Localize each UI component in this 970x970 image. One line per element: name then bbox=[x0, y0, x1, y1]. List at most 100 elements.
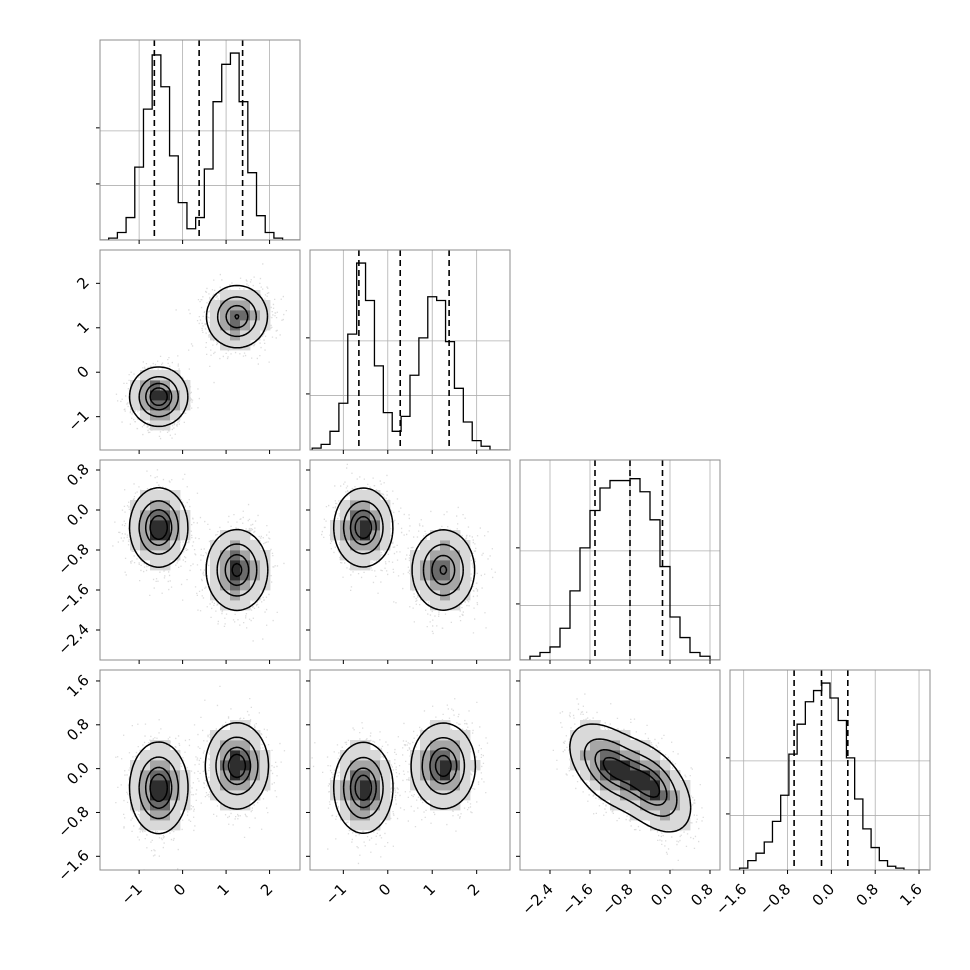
scatter-panel-3-1: −1 0 1 2 bbox=[306, 669, 511, 908]
contour-level-4 bbox=[149, 515, 243, 578]
density-cell bbox=[650, 790, 661, 801]
density-cell bbox=[140, 380, 151, 391]
x-tick-label: −1 bbox=[322, 880, 350, 908]
density-cell bbox=[620, 770, 631, 781]
contour-level-3 bbox=[594, 748, 668, 806]
contour-level-2 bbox=[342, 500, 464, 597]
density-cell bbox=[350, 490, 361, 501]
density-cell bbox=[630, 780, 641, 791]
density-cell bbox=[410, 760, 421, 771]
density-cell bbox=[240, 530, 251, 541]
density-cell bbox=[220, 580, 231, 591]
density-cell bbox=[440, 570, 451, 581]
density-cell bbox=[240, 800, 251, 811]
density-cell bbox=[460, 780, 471, 791]
density-cell bbox=[250, 320, 261, 331]
density-cell bbox=[160, 780, 171, 791]
y-tick-label: −1.6 bbox=[54, 580, 92, 618]
density-cell bbox=[660, 820, 671, 831]
density-cell bbox=[220, 740, 231, 751]
panel-frame bbox=[729, 669, 931, 871]
density-cell bbox=[360, 810, 371, 821]
x-tick-label: 1.6 bbox=[896, 880, 926, 910]
density-cell bbox=[600, 750, 611, 761]
density-cell bbox=[440, 780, 451, 791]
density-cell bbox=[220, 600, 231, 611]
density-cell bbox=[230, 540, 241, 551]
panel-frame bbox=[519, 459, 721, 661]
density-cell bbox=[360, 540, 371, 551]
density-cell bbox=[360, 820, 371, 831]
density-cell bbox=[620, 760, 631, 771]
density-cell bbox=[350, 550, 361, 561]
density-cell bbox=[430, 550, 441, 561]
density-cell bbox=[370, 810, 381, 821]
contour-level-2 bbox=[342, 736, 466, 819]
y-tick-label: 2 bbox=[73, 273, 92, 292]
density-cell bbox=[330, 520, 341, 531]
density-cell bbox=[590, 760, 601, 771]
density-cell bbox=[150, 420, 161, 431]
density-cell bbox=[340, 520, 351, 531]
density-cell bbox=[570, 760, 581, 771]
panel-frame bbox=[309, 669, 511, 871]
x-tick-label: 0.8 bbox=[852, 880, 882, 910]
density-cell bbox=[130, 390, 141, 401]
density-cell bbox=[380, 510, 391, 521]
density-cell bbox=[230, 760, 241, 771]
scatter-panel-1-0: −1 0 1 2 bbox=[64, 249, 301, 454]
density-cell bbox=[410, 570, 421, 581]
density-cell bbox=[580, 740, 591, 751]
density-cell bbox=[410, 580, 421, 591]
density-cell bbox=[180, 390, 191, 401]
density-cell bbox=[420, 590, 431, 601]
density-cell bbox=[410, 560, 421, 571]
density-cell bbox=[250, 330, 261, 341]
x-tick-label: 2 bbox=[464, 880, 483, 899]
density-cell bbox=[660, 770, 671, 781]
density-cell bbox=[610, 750, 621, 761]
density-cell bbox=[360, 800, 371, 811]
density-cell bbox=[330, 790, 341, 801]
density-cell bbox=[210, 300, 221, 311]
density-cell bbox=[650, 750, 661, 761]
density-cell bbox=[150, 500, 161, 511]
density-cell bbox=[420, 540, 431, 551]
density-cell bbox=[600, 730, 611, 741]
scatter-panel-2-0: −2.4−1.6−0.8 0.0 0.8 bbox=[54, 459, 301, 664]
density-cell bbox=[260, 570, 271, 581]
density-cell bbox=[650, 770, 661, 781]
density-cell bbox=[130, 780, 141, 791]
density-cell bbox=[340, 810, 351, 821]
density-cell bbox=[580, 770, 591, 781]
density-cell bbox=[410, 750, 421, 761]
density-cell bbox=[130, 770, 141, 781]
density-cell bbox=[230, 330, 241, 341]
density-cell bbox=[370, 770, 381, 781]
density-cell bbox=[240, 730, 251, 741]
density-cell bbox=[600, 760, 611, 771]
density-cell bbox=[180, 400, 191, 411]
density-cell bbox=[240, 300, 251, 311]
density-cell bbox=[410, 550, 421, 561]
density-cell bbox=[150, 760, 161, 771]
density-cell bbox=[440, 760, 451, 771]
density-cell bbox=[350, 820, 361, 831]
density-cell bbox=[170, 790, 181, 801]
density-cell bbox=[180, 520, 191, 531]
density-cell bbox=[590, 720, 601, 731]
density-cell bbox=[210, 760, 221, 771]
density-cell bbox=[620, 800, 631, 811]
density-cell bbox=[160, 750, 171, 761]
density-cell bbox=[140, 510, 151, 521]
density-cell bbox=[420, 570, 431, 581]
y-tick-label: 0 bbox=[73, 362, 92, 381]
density-cell bbox=[160, 520, 171, 531]
x-tick-label: −1.6 bbox=[558, 880, 596, 918]
density-cell bbox=[180, 510, 191, 521]
density-cell bbox=[150, 510, 161, 521]
density-cell bbox=[230, 800, 241, 811]
density-cell bbox=[450, 570, 461, 581]
density-cell bbox=[420, 560, 431, 571]
density-cell bbox=[170, 500, 181, 511]
